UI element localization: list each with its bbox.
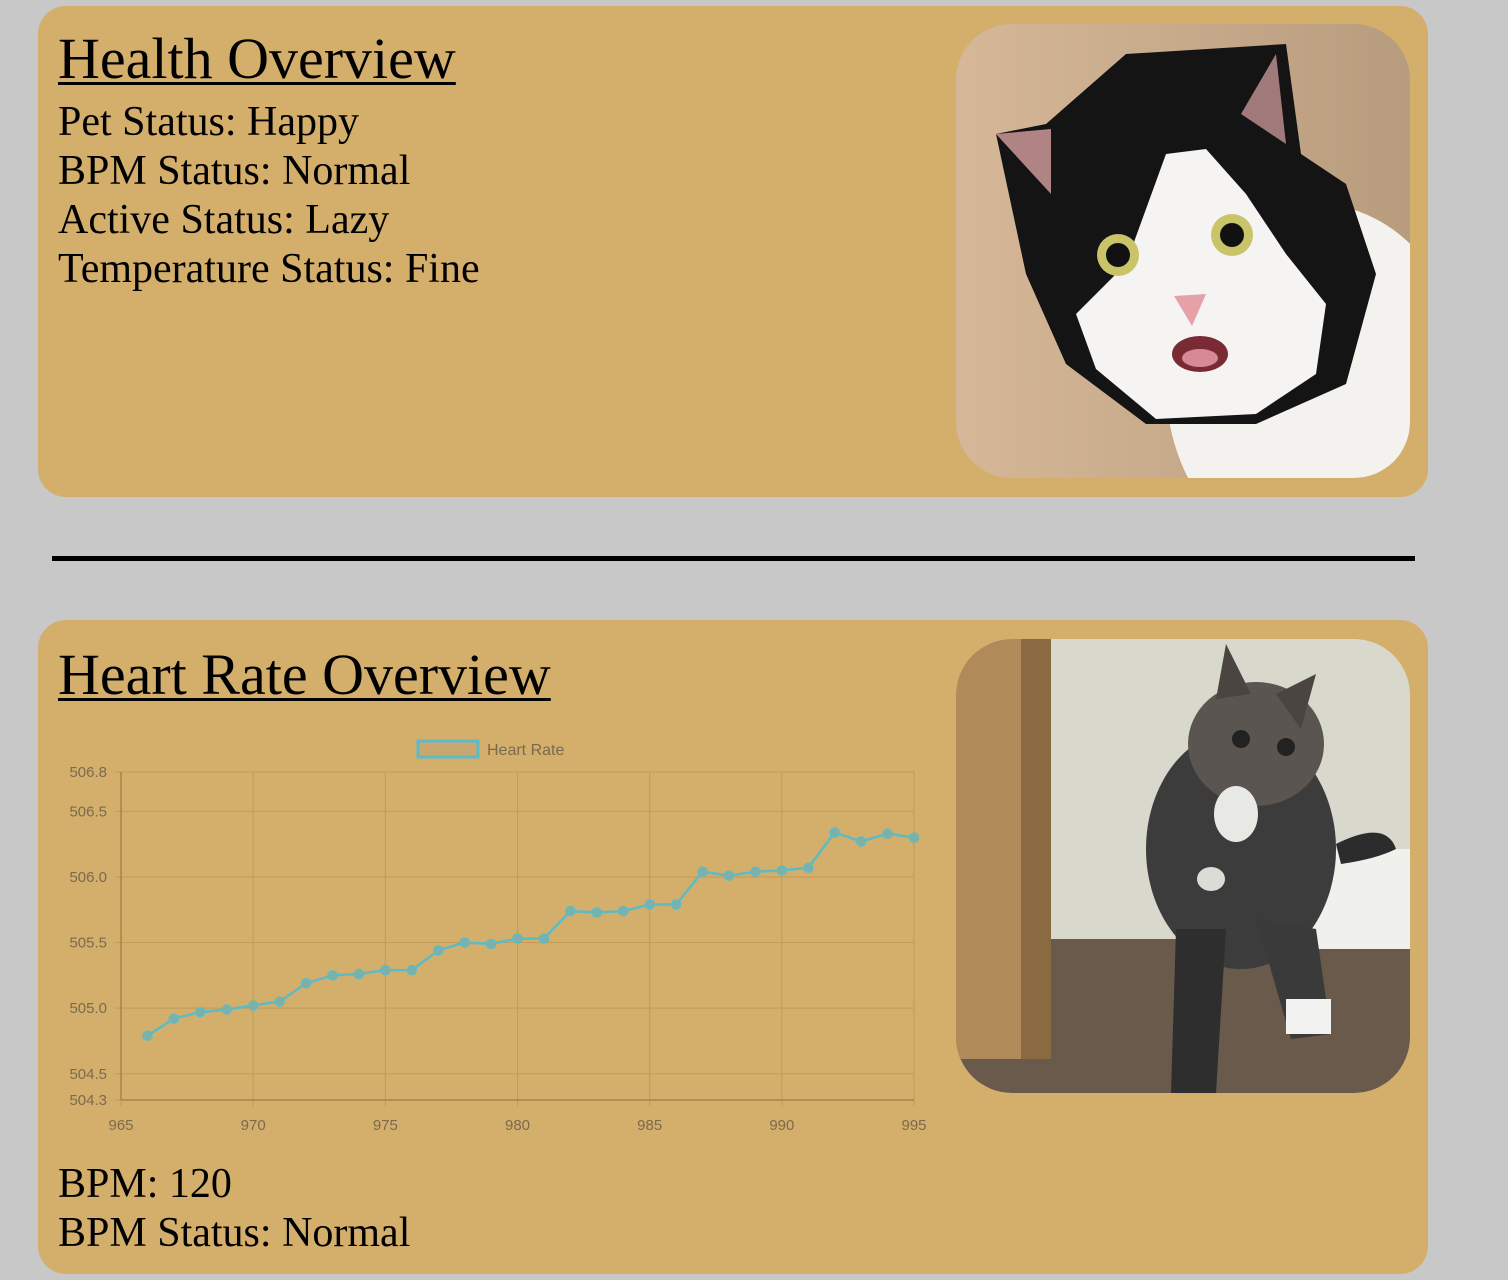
heart-rate-overview-title: Heart Rate Overview — [58, 642, 551, 707]
legend-swatch — [416, 739, 480, 759]
y-tick-label: 506.8 — [69, 764, 107, 781]
data-point — [829, 827, 840, 838]
data-point — [723, 870, 735, 881]
x-tick-label: 975 — [373, 1117, 398, 1134]
y-tick-label: 504.5 — [69, 1066, 107, 1083]
data-point — [855, 836, 867, 847]
legend-label: Heart Rate — [487, 742, 564, 759]
x-tick-label: 980 — [505, 1117, 530, 1134]
active-status: Active Status: Lazy — [58, 197, 390, 243]
x-tick-label: 970 — [241, 1117, 266, 1134]
heart-bpm-status: BPM Status: Normal — [58, 1210, 411, 1256]
data-point — [538, 933, 550, 944]
y-tick-label: 505.5 — [69, 935, 107, 952]
temperature-status: Temperature Status: Fine — [58, 246, 480, 292]
data-point — [195, 1006, 206, 1018]
x-tick-label: 995 — [901, 1117, 926, 1134]
data-point — [168, 1013, 180, 1024]
data-point — [142, 1030, 153, 1041]
bpm-info: BPM: 120 BPM Status: Normal — [58, 1160, 410, 1258]
series-line — [146, 830, 915, 1037]
data-point — [459, 937, 470, 948]
bpm-status: BPM Status: Normal — [58, 148, 411, 194]
data-point — [670, 899, 682, 910]
data-point — [644, 899, 655, 910]
data-point — [221, 1004, 232, 1015]
x-tick-label: 985 — [637, 1117, 662, 1134]
data-point — [908, 832, 920, 843]
data-point — [591, 907, 603, 918]
y-tick-label: 505.0 — [69, 1000, 107, 1017]
x-tick-label: 965 — [108, 1117, 133, 1134]
data-point — [485, 938, 497, 950]
data-point — [750, 866, 761, 877]
pet-status: Pet Status: Happy — [58, 99, 359, 145]
data-point — [803, 862, 814, 874]
y-tick-label: 504.3 — [69, 1092, 107, 1109]
y-tick-label: 506.5 — [69, 803, 107, 820]
chart-legend: Heart Rate — [416, 739, 564, 759]
heart-rate-series — [142, 827, 920, 1041]
data-point — [274, 996, 285, 1007]
x-tick-label: 990 — [769, 1117, 794, 1134]
chart-axes: 504.3 504.5 505.0 505.5 506.0 506.5 506.8 965 97… — [69, 764, 926, 1134]
data-point — [327, 970, 338, 981]
section-divider — [52, 556, 1415, 561]
data-point — [300, 977, 312, 989]
health-overview-title: Health Overview — [58, 26, 456, 91]
y-tick-label: 506.0 — [69, 869, 107, 886]
data-point — [512, 933, 523, 944]
running-cat-photo — [956, 639, 1410, 1093]
heart-rate-overview-card: Heart Rate Overview 504.3 504.5 505.0 505.5… — [38, 620, 1428, 1274]
data-point — [406, 964, 418, 976]
data-point — [882, 828, 893, 839]
data-point — [565, 905, 576, 917]
cat-photo — [956, 24, 1410, 478]
data-point — [380, 964, 391, 976]
data-point — [697, 866, 708, 877]
data-point — [776, 865, 788, 876]
data-point — [432, 945, 444, 956]
data-point — [247, 1000, 259, 1011]
health-overview-card: Health Overview Pet Status: Happy BPM St… — [38, 6, 1428, 497]
heart-rate-chart: 504.3 504.5 505.0 505.5 506.0 506.5 506.8 965 97… — [69, 739, 927, 1134]
data-point — [353, 968, 365, 980]
bpm-value: BPM: 120 — [58, 1161, 232, 1207]
health-status-list: Pet Status: Happy BPM Status: Normal Act… — [58, 98, 480, 294]
data-point — [617, 905, 629, 917]
